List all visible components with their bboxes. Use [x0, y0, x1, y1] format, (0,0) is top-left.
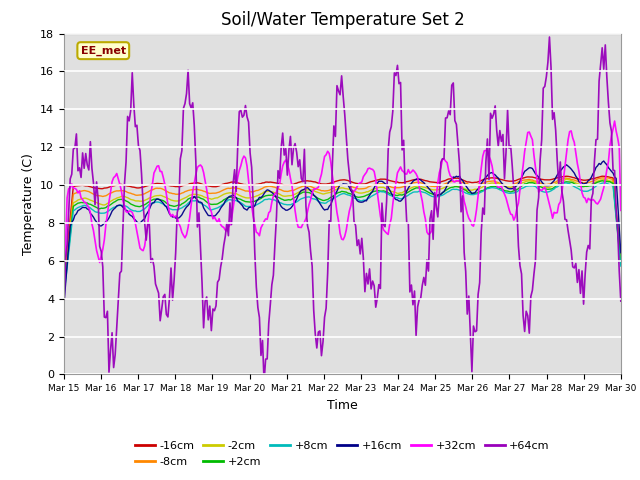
X-axis label: Time: Time	[327, 399, 358, 412]
Legend: -16cm, -8cm, -2cm, +2cm, +8cm, +16cm, +32cm, +64cm: -16cm, -8cm, -2cm, +2cm, +8cm, +16cm, +3…	[131, 436, 554, 471]
Y-axis label: Temperature (C): Temperature (C)	[22, 153, 35, 255]
Text: EE_met: EE_met	[81, 46, 126, 56]
Title: Soil/Water Temperature Set 2: Soil/Water Temperature Set 2	[221, 11, 464, 29]
